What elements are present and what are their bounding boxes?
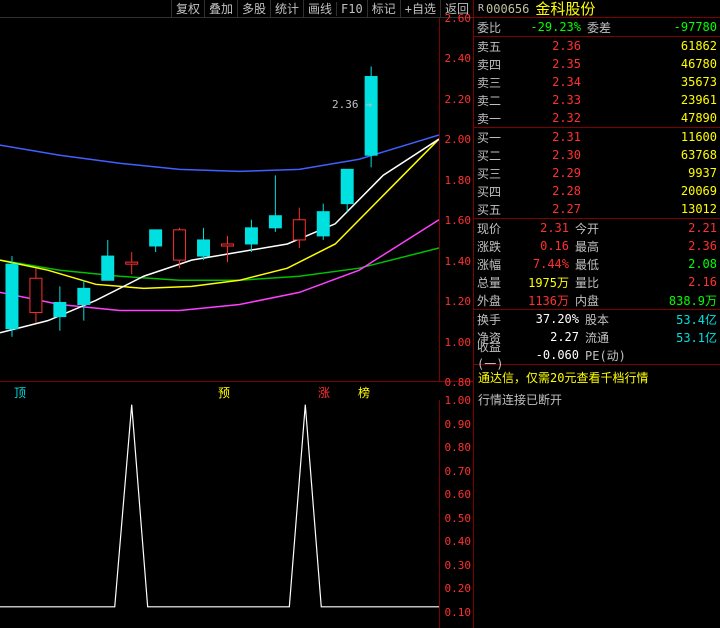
indicator-axis: 1.000.900.800.700.600.500.400.300.200.10	[439, 400, 473, 628]
quote-row: 收益(一)-0.060PE(动)	[474, 346, 720, 364]
quote-row: 涨幅7.44%最低2.08	[474, 255, 720, 273]
toolbar-btn[interactable]: 多股	[237, 0, 270, 17]
toolbar-btn[interactable]: 复权	[171, 0, 204, 17]
toolbar: 复权叠加多股统计画线F10标记+自选返回	[0, 0, 473, 18]
promo-msg: 通达信，仅需20元查看千档行情	[474, 365, 720, 391]
toolbar-btn[interactable]: F10	[336, 2, 367, 16]
orderbook-row: 买五2.2713012	[474, 200, 720, 218]
ratio-row: 委比 -29.23% 委差 -97780	[474, 18, 720, 36]
toolbar-btn[interactable]: 统计	[270, 0, 303, 17]
orderbook-row: 卖四2.3546780	[474, 55, 720, 73]
stock-code: 000656	[486, 2, 529, 16]
indicator-chart: 顶预涨榜 1.000.900.800.700.600.500.400.300.2…	[0, 382, 473, 628]
stock-header: R 000656 金科股份	[474, 0, 720, 18]
toolbar-btn[interactable]: 标记	[367, 0, 400, 17]
quote-row: 总量1975万量比2.16	[474, 273, 720, 291]
orderbook-row: 买一2.3111600	[474, 128, 720, 146]
conn-msg: 行情连接已断开	[474, 391, 720, 408]
stock-name: 金科股份	[535, 0, 595, 19]
indicator-title: 顶预涨榜	[0, 384, 439, 400]
orderbook-row: 买三2.299937	[474, 164, 720, 182]
orderbook-row: 买四2.2820069	[474, 182, 720, 200]
quote-row: 外盘1136万内盘838.9万	[474, 291, 720, 309]
toolbar-btn[interactable]: 画线	[303, 0, 336, 17]
r-flag: R	[478, 3, 484, 14]
orderbook-row: 卖三2.3435673	[474, 73, 720, 91]
toolbar-btn[interactable]: +自选	[400, 0, 440, 17]
price-annotation: 2.36 →	[332, 98, 372, 111]
quote-row: 涨跌0.16最高2.36	[474, 237, 720, 255]
orderbook-row: 卖一2.3247890	[474, 109, 720, 127]
quote-row: 换手37.20%股本53.4亿	[474, 310, 720, 328]
price-axis: 2.602.402.202.001.801.601.401.201.000.80	[439, 18, 473, 381]
toolbar-btn[interactable]: 叠加	[204, 0, 237, 17]
price-chart: 2.36 → 2.602.402.202.001.801.601.401.201…	[0, 18, 473, 382]
orderbook-row: 卖二2.3323961	[474, 91, 720, 109]
orderbook-row: 卖五2.3661862	[474, 37, 720, 55]
quote-row: 现价2.31今开2.21	[474, 219, 720, 237]
orderbook-row: 买二2.3063768	[474, 146, 720, 164]
